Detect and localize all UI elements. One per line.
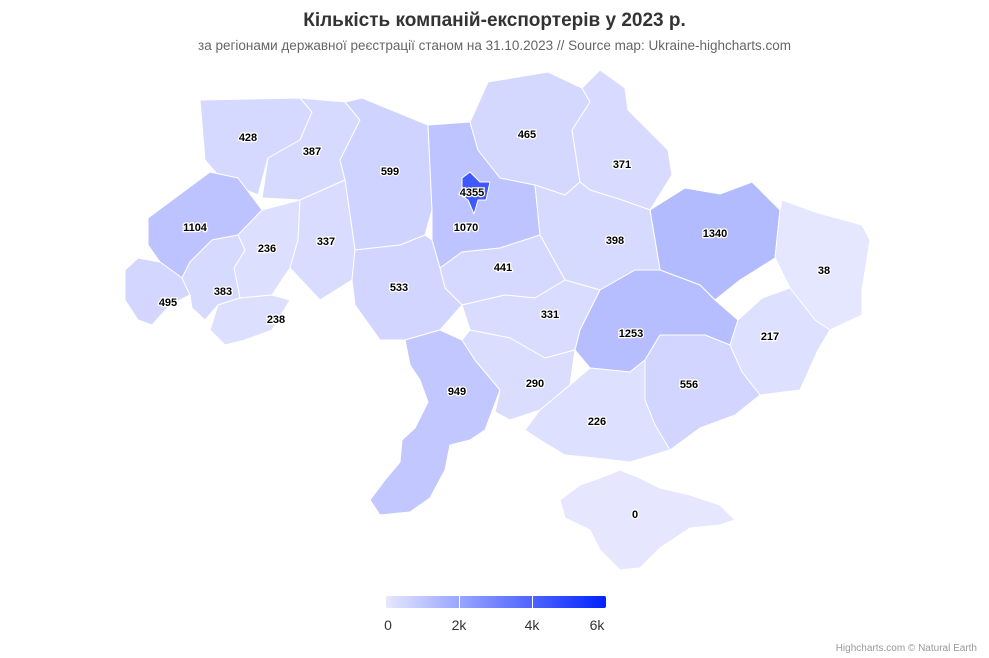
region-value-label: 495 xyxy=(159,297,177,309)
region-value-label: 217 xyxy=(761,331,779,343)
region-ivano-frankivsk[interactable] xyxy=(181,234,246,321)
region-crimea[interactable] xyxy=(559,469,736,571)
region-value-label: 465 xyxy=(518,129,536,141)
region-value-label: 599 xyxy=(381,166,399,178)
region-value-label: 331 xyxy=(541,309,559,321)
legend-divider xyxy=(532,596,533,608)
region-value-label: 4355 xyxy=(460,187,484,199)
legend-tick-label: 2k xyxy=(451,617,467,633)
region-kyiv-city[interactable] xyxy=(461,171,491,215)
credits-text[interactable]: Highcharts.com © Natural Earth xyxy=(835,643,977,654)
region-value-label: 337 xyxy=(317,236,335,248)
region-value-label: 38 xyxy=(818,265,830,277)
chart-subtitle: за регіонами державної реєстрації станом… xyxy=(198,38,791,53)
chart-title: Кількість компаній-експортерів у 2023 р. xyxy=(303,10,686,31)
legend-divider xyxy=(459,596,460,608)
color-scale-bar xyxy=(386,596,606,608)
region-value-label: 949 xyxy=(448,386,466,398)
region-value-label: 226 xyxy=(588,416,606,428)
region-value-label: 1104 xyxy=(183,222,208,234)
legend-tick-label: 0 xyxy=(384,617,392,633)
color-axis-legend: 0 2k 4k 6k xyxy=(384,596,606,633)
region-value-label: 533 xyxy=(390,282,408,294)
region-value-label: 371 xyxy=(613,159,631,171)
region-value-label: 1253 xyxy=(619,328,643,340)
region-value-label: 387 xyxy=(303,146,321,158)
region-khmelnytskyi[interactable] xyxy=(289,179,356,301)
region-value-label: 1070 xyxy=(454,222,478,234)
region-value-label: 238 xyxy=(267,314,285,326)
region-kherson[interactable] xyxy=(524,359,671,463)
region-value-label: 290 xyxy=(526,378,544,390)
region-value-label: 1340 xyxy=(703,228,727,240)
region-value-label: 441 xyxy=(494,262,512,274)
legend-tick-label: 4k xyxy=(524,617,540,633)
region-value-label: 556 xyxy=(680,379,698,391)
region-value-label: 0 xyxy=(632,509,638,521)
region-value-label: 398 xyxy=(606,235,624,247)
region-value-label: 236 xyxy=(258,243,276,255)
region-value-label: 428 xyxy=(239,132,257,144)
legend-tick-label: 6k xyxy=(589,617,605,633)
region-luhansk[interactable] xyxy=(774,199,871,331)
region-zakarpattia[interactable] xyxy=(124,257,191,326)
region-chernivtsi[interactable] xyxy=(209,294,291,346)
region-value-label: 383 xyxy=(214,286,232,298)
